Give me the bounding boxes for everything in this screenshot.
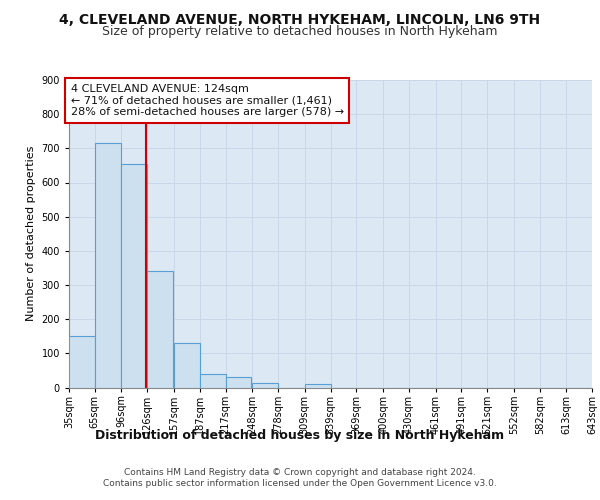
Bar bbox=[252, 384, 278, 388]
Text: 4, CLEVELAND AVENUE, NORTH HYKEHAM, LINCOLN, LN6 9TH: 4, CLEVELAND AVENUE, NORTH HYKEHAM, LINC… bbox=[59, 12, 541, 26]
Text: Size of property relative to detached houses in North Hykeham: Size of property relative to detached ho… bbox=[102, 25, 498, 38]
Bar bbox=[121, 164, 148, 388]
Bar bbox=[69, 336, 95, 388]
Y-axis label: Number of detached properties: Number of detached properties bbox=[26, 146, 36, 322]
Text: 4 CLEVELAND AVENUE: 124sqm
← 71% of detached houses are smaller (1,461)
28% of s: 4 CLEVELAND AVENUE: 124sqm ← 71% of deta… bbox=[71, 84, 344, 117]
Bar bbox=[95, 143, 121, 388]
Bar bbox=[200, 374, 226, 388]
Bar bbox=[226, 377, 251, 388]
Text: Contains HM Land Registry data © Crown copyright and database right 2024.
Contai: Contains HM Land Registry data © Crown c… bbox=[103, 468, 497, 487]
Bar bbox=[148, 272, 173, 388]
Bar bbox=[305, 384, 331, 388]
Bar bbox=[174, 343, 200, 388]
Text: Distribution of detached houses by size in North Hykeham: Distribution of detached houses by size … bbox=[95, 430, 505, 442]
